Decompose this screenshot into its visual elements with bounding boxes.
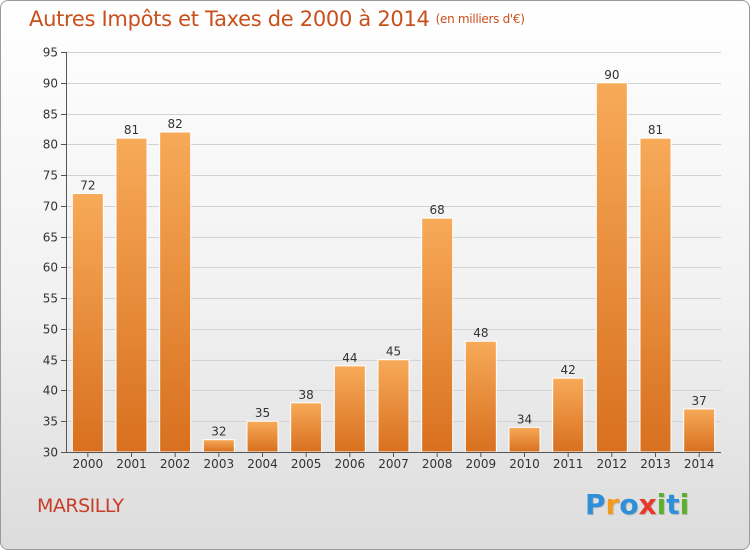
data-label-2007: 45 bbox=[386, 345, 401, 359]
bar-2008 bbox=[421, 217, 454, 453]
logo-letter: r bbox=[605, 488, 620, 521]
bar-2010 bbox=[508, 426, 541, 453]
bar-2002 bbox=[159, 131, 192, 453]
y-tick-label: 75 bbox=[43, 169, 58, 183]
data-label-2003: 32 bbox=[211, 425, 226, 439]
bar-2014 bbox=[683, 408, 716, 453]
y-tick-label: 35 bbox=[43, 415, 58, 429]
data-label-2001: 81 bbox=[124, 123, 139, 137]
bar-2012 bbox=[595, 82, 628, 453]
x-tick-label-2006: 2006 bbox=[335, 457, 366, 471]
data-label-2008: 68 bbox=[430, 203, 445, 217]
data-label-2002: 82 bbox=[168, 117, 183, 131]
bar-2006 bbox=[333, 365, 366, 453]
data-label-2004: 35 bbox=[255, 406, 270, 420]
bar-2003 bbox=[202, 439, 235, 453]
x-tick-label-2004: 2004 bbox=[247, 457, 278, 471]
data-label-2012: 90 bbox=[604, 68, 619, 82]
data-label-2010: 34 bbox=[517, 412, 532, 426]
y-tick-label: 60 bbox=[43, 261, 58, 275]
data-label-2005: 38 bbox=[299, 388, 314, 402]
x-tick-label-2001: 2001 bbox=[116, 457, 147, 471]
x-tick-label-2007: 2007 bbox=[378, 457, 409, 471]
x-tick-label-2003: 2003 bbox=[204, 457, 235, 471]
x-tick-label-2012: 2012 bbox=[597, 457, 628, 471]
bar-2013 bbox=[639, 137, 672, 453]
data-label-2000: 72 bbox=[80, 179, 95, 193]
logo-letter: t bbox=[666, 488, 680, 521]
x-tick-label-2011: 2011 bbox=[553, 457, 584, 471]
x-tick-label-2013: 2013 bbox=[640, 457, 671, 471]
bar-2001 bbox=[115, 137, 148, 453]
data-label-2006: 44 bbox=[342, 351, 357, 365]
logo-letter: x bbox=[638, 488, 657, 521]
x-tick-label-2000: 2000 bbox=[73, 457, 104, 471]
data-label-2009: 48 bbox=[473, 326, 488, 340]
y-tick-label: 95 bbox=[43, 46, 58, 60]
bar-2000 bbox=[71, 193, 104, 453]
x-tick-label-2009: 2009 bbox=[466, 457, 497, 471]
commune-name: MARSILLY bbox=[37, 495, 124, 517]
proxiti-logo: Proxiti bbox=[585, 488, 689, 521]
data-label-2011: 42 bbox=[561, 363, 576, 377]
chart-title: Autres Impôts et Taxes de 2000 à 2014 (en… bbox=[29, 7, 525, 31]
bar-2007 bbox=[377, 359, 410, 453]
bar-2009 bbox=[464, 340, 497, 453]
bar-2011 bbox=[552, 377, 585, 453]
x-tick-label-2014: 2014 bbox=[684, 457, 715, 471]
x-tick-label-2005: 2005 bbox=[291, 457, 322, 471]
data-label-2013: 81 bbox=[648, 123, 663, 137]
y-tick-label: 85 bbox=[43, 108, 58, 122]
bar-2005 bbox=[290, 402, 323, 453]
chart-title-text: Autres Impôts et Taxes de 2000 à 2014 bbox=[29, 7, 430, 31]
y-tick-label: 50 bbox=[43, 323, 58, 337]
y-tick-label: 30 bbox=[43, 446, 58, 460]
y-tick-label: 45 bbox=[43, 354, 58, 368]
x-tick-label-2002: 2002 bbox=[160, 457, 191, 471]
logo-letter: i bbox=[656, 488, 667, 521]
unit-label: (en milliers d'€) bbox=[435, 12, 525, 26]
x-tick-label-2010: 2010 bbox=[509, 457, 540, 471]
y-tick-label: 70 bbox=[43, 200, 58, 214]
y-tick-label: 90 bbox=[43, 77, 58, 91]
data-label-2014: 37 bbox=[692, 394, 707, 408]
logo-letter: o bbox=[619, 488, 639, 521]
y-tick-label: 65 bbox=[43, 231, 58, 245]
logo-letter: i bbox=[679, 488, 690, 521]
y-tick-label: 55 bbox=[43, 292, 58, 306]
logo-letter: P bbox=[585, 488, 606, 521]
x-tick-label-2008: 2008 bbox=[422, 457, 453, 471]
y-tick-label: 80 bbox=[43, 138, 58, 152]
bar-2004 bbox=[246, 420, 279, 453]
y-tick-label: 40 bbox=[43, 384, 58, 398]
